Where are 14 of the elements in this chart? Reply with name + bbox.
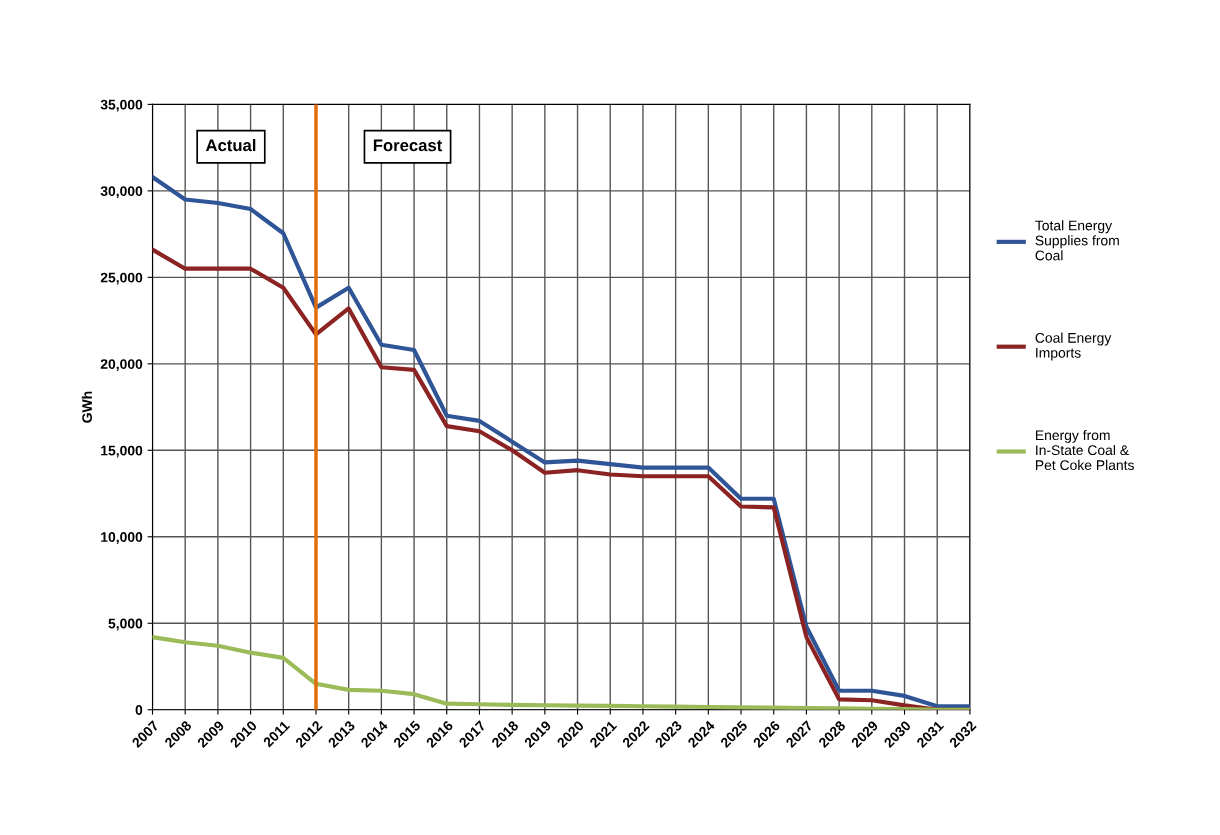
legend-label: Coal Energy Imports (1035, 332, 1112, 361)
y-tick-label: 5,000 (108, 618, 143, 631)
y-tick-label: 25,000 (100, 272, 143, 285)
y-tick-label: 0 (135, 705, 143, 715)
y-tick-label: 15,000 (101, 445, 143, 458)
y-tick-label: 30,000 (100, 186, 143, 199)
y-tick-label: 35,000 (100, 99, 143, 112)
legend-label: Total Energy Supplies from Coal (1035, 220, 1119, 261)
y-axis-title: GWh (81, 391, 92, 423)
legend-label: Energy from In-State Coal & Pet Coke Plants (1036, 429, 1134, 471)
y-tick-label: 20,000 (100, 359, 143, 371)
annotation: Actual (205, 138, 256, 152)
annotation: Forecast (373, 139, 443, 152)
y-tick-label: 10,000 (101, 532, 143, 544)
